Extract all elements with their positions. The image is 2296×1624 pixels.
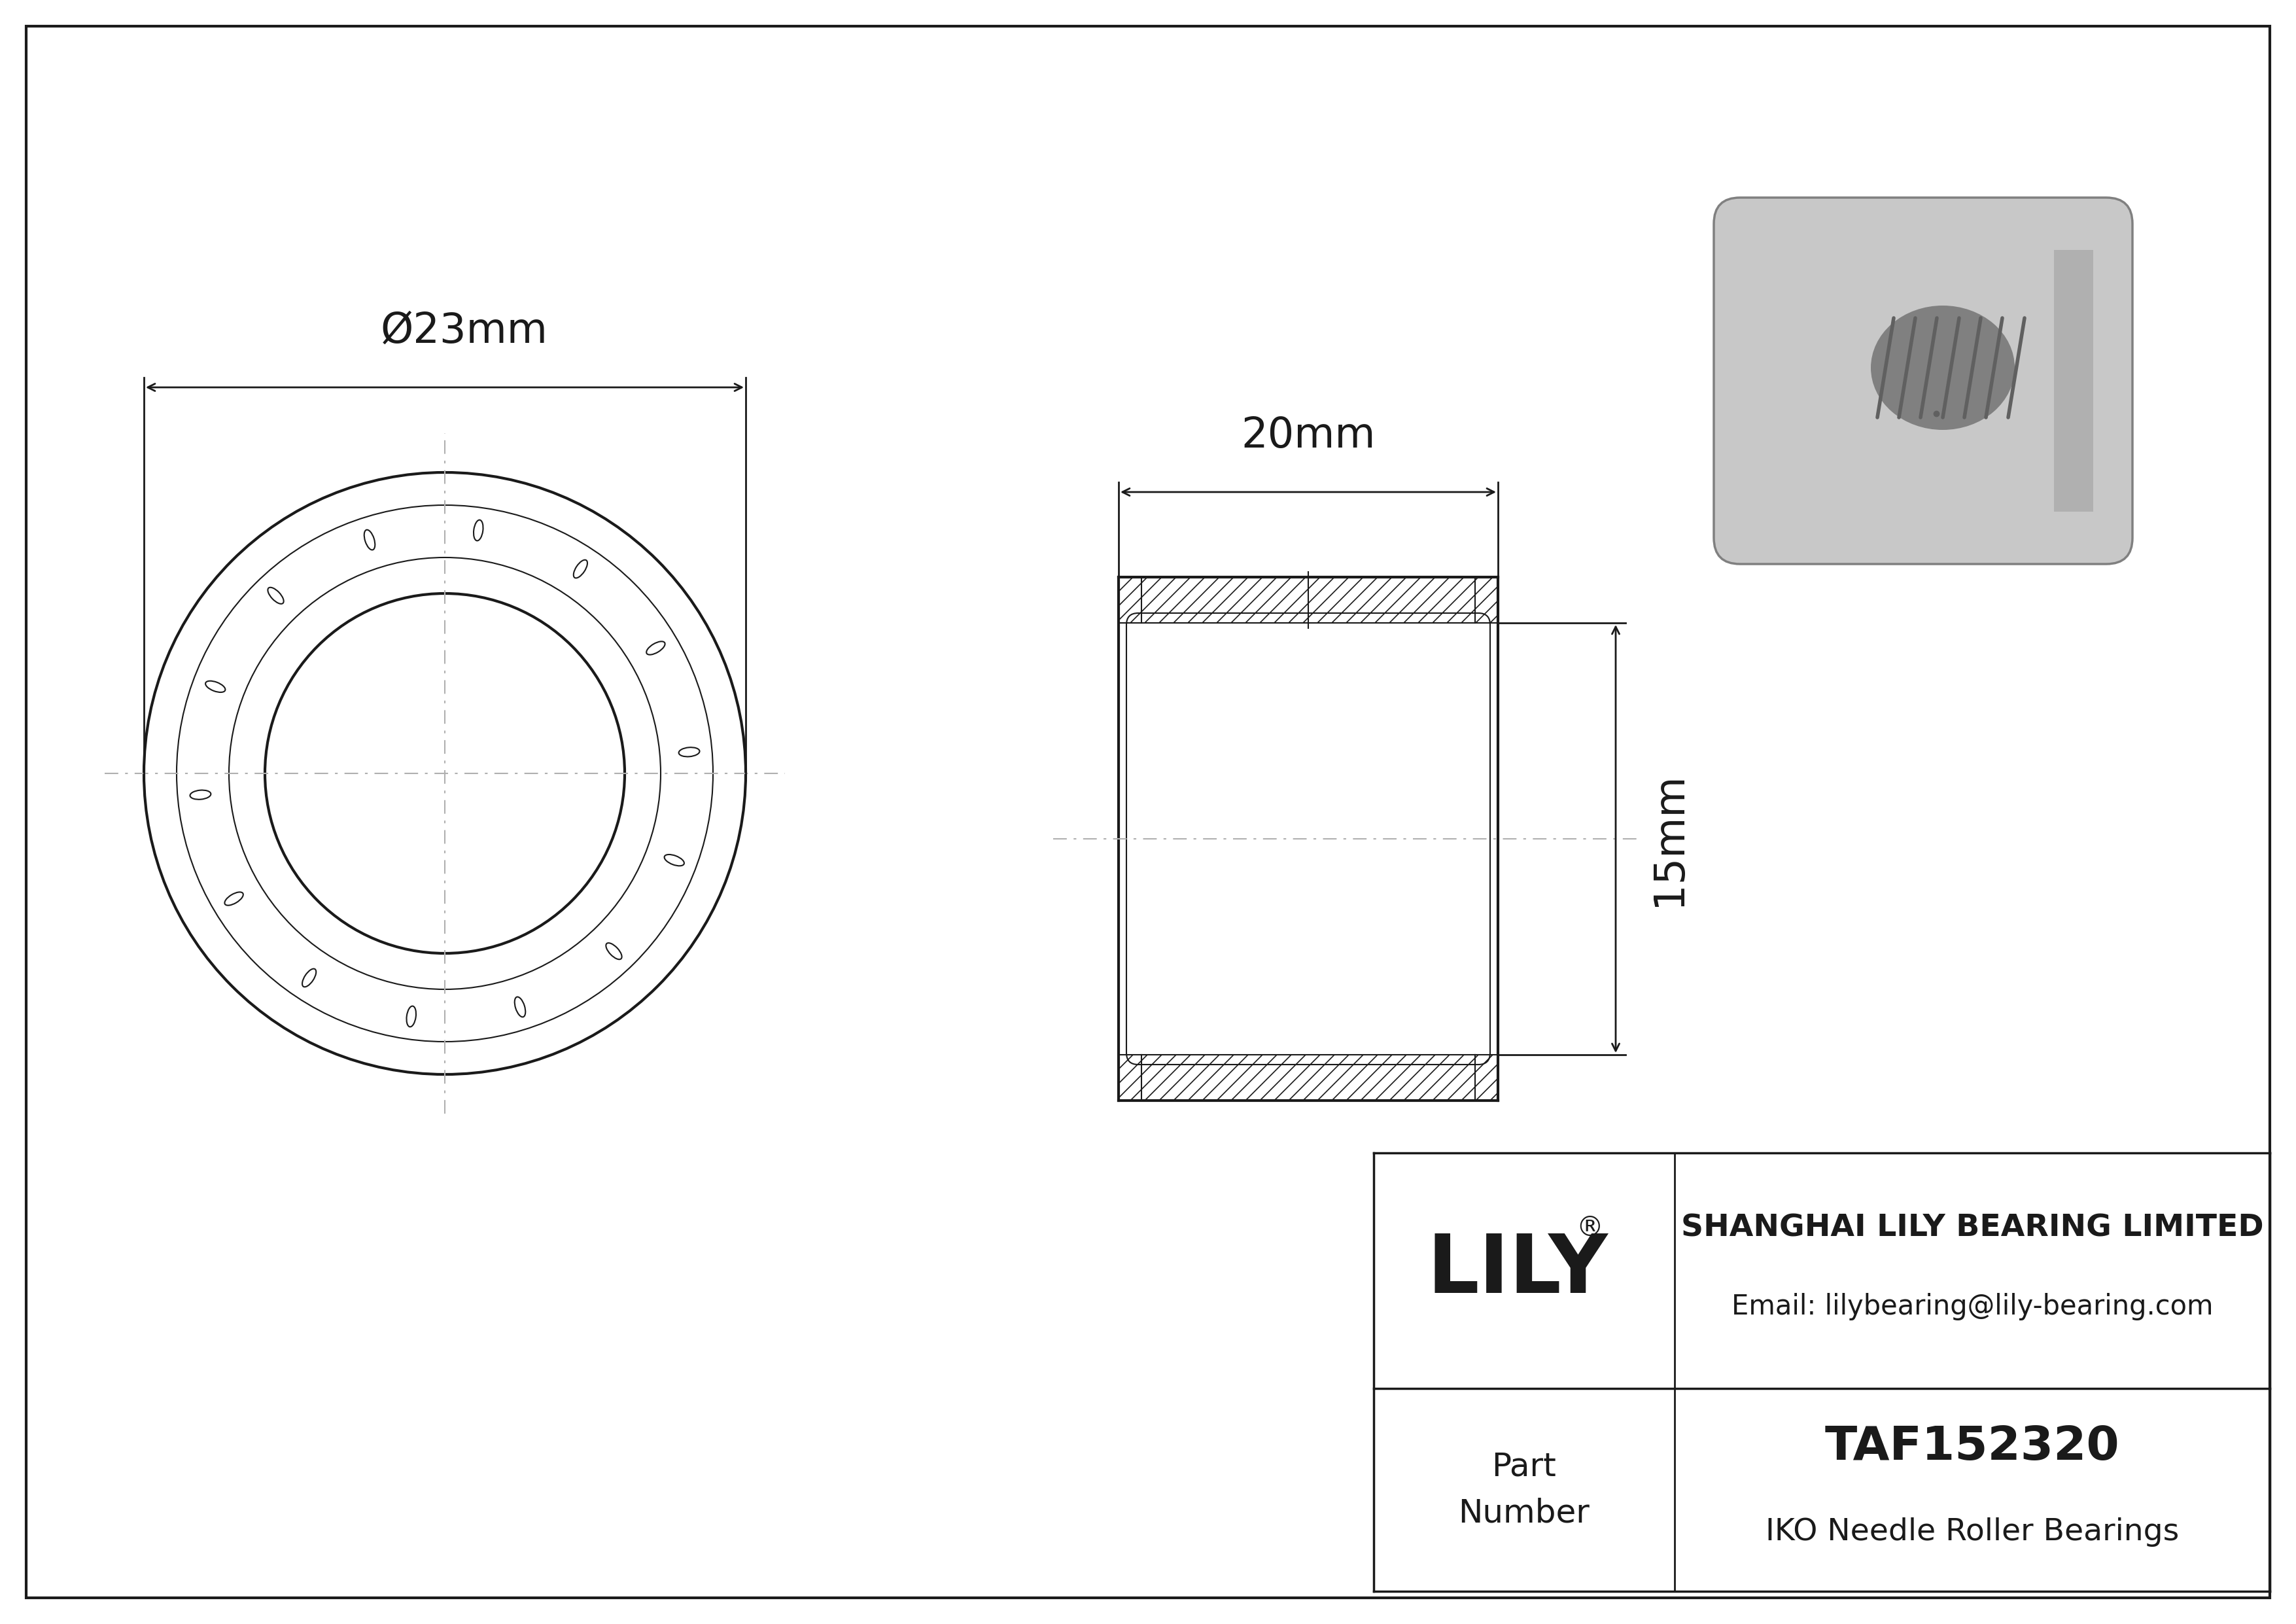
Text: IKO Needle Roller Bearings: IKO Needle Roller Bearings [1766,1518,2179,1548]
Text: ®: ® [1575,1215,1603,1242]
Text: Part
Number: Part Number [1458,1450,1589,1528]
Text: 20mm: 20mm [1242,416,1375,456]
Text: Ø23mm: Ø23mm [381,310,549,351]
Text: Email: lilybearing@lily-bearing.com: Email: lilybearing@lily-bearing.com [1731,1293,2213,1320]
Text: TAF152320: TAF152320 [1825,1424,2119,1470]
Text: LILY: LILY [1428,1231,1607,1311]
Text: SHANGHAI LILY BEARING LIMITED: SHANGHAI LILY BEARING LIMITED [1681,1213,2264,1242]
Ellipse shape [1871,305,2014,430]
FancyBboxPatch shape [1713,198,2133,564]
Text: 15mm: 15mm [1649,771,1690,906]
Bar [2055,250,2094,512]
